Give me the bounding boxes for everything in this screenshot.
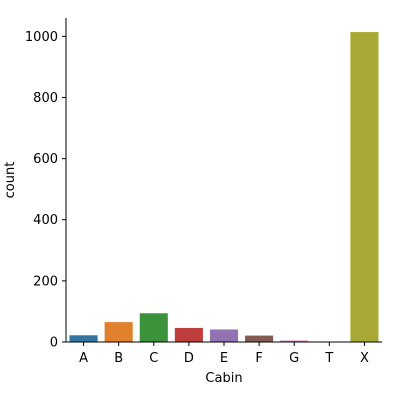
x-tick-label-B: B [114, 351, 123, 366]
x-tick-label-A: A [79, 351, 88, 366]
bar-F [245, 335, 274, 342]
x-tick-label-X: X [360, 351, 369, 366]
x-tick-label-F: F [255, 351, 262, 366]
bars-group [69, 32, 379, 343]
y-tick-label-0: 0 [50, 336, 58, 351]
y-tick-label-800: 800 [33, 91, 58, 106]
x-tick-label-G: G [289, 351, 299, 366]
y-tick-label-600: 600 [33, 152, 58, 167]
y-axis: 0 200 400 600 800 1000 [25, 18, 67, 351]
x-tick-label-T: T [324, 351, 333, 366]
y-axis-label: count [3, 162, 18, 199]
bar-X [350, 32, 379, 343]
bar-G [280, 340, 309, 342]
x-tick-label-C: C [149, 351, 158, 366]
bar-E [209, 329, 239, 342]
bar-B [104, 322, 133, 342]
bar-D [174, 327, 203, 342]
y-tick-label-200: 200 [33, 274, 58, 289]
bar-C [139, 313, 168, 342]
x-tick-label-E: E [220, 351, 228, 366]
x-tick-label-D: D [184, 351, 194, 366]
bar-A [69, 335, 98, 342]
x-axis-label: Cabin [205, 371, 242, 386]
y-tick-label-1000: 1000 [25, 30, 58, 45]
y-tick-label-400: 400 [33, 213, 58, 228]
